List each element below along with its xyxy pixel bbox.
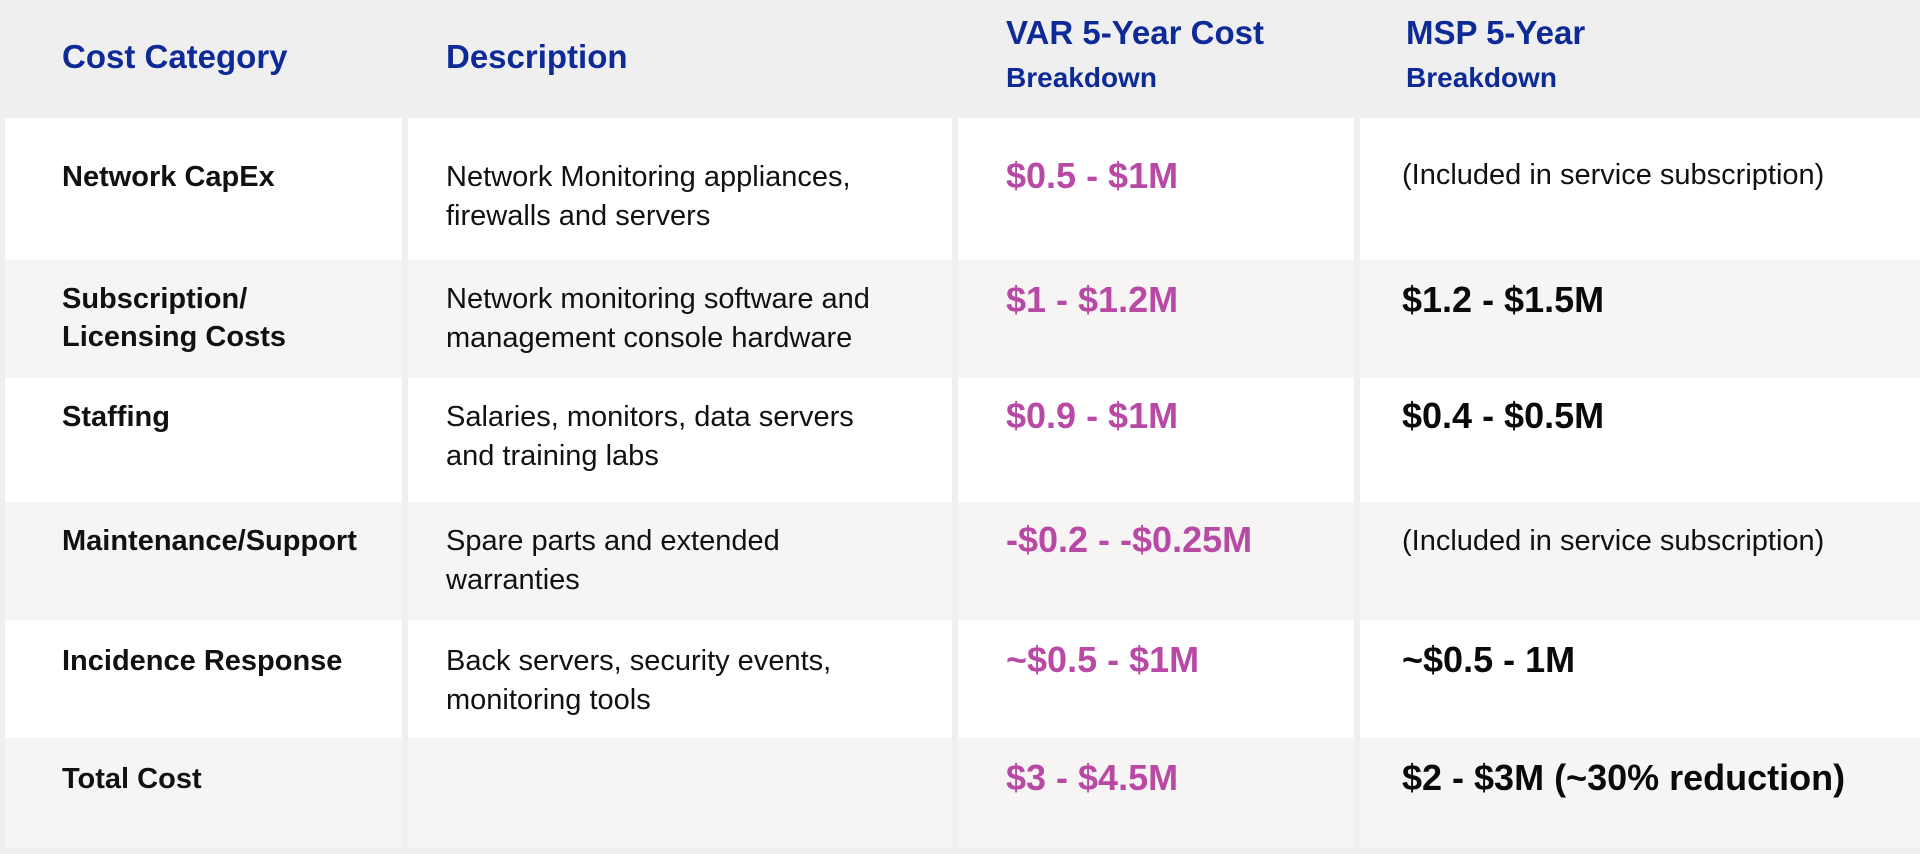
row-3-var-cell: $0.9 - $1M [952, 378, 1354, 502]
row-1-category-cell: Network CapEx [0, 118, 402, 260]
row-2-category-cell: Subscription/ Licensing Costs [0, 260, 402, 378]
row-4-msp-value: (Included in service subscription) [1402, 525, 1825, 557]
header-description-cell: Description [402, 0, 952, 118]
row-4-var-cell: -$0.2 - -$0.25M [952, 502, 1354, 620]
row-3-category-cell: Staffing [0, 378, 402, 502]
header-msp-subtitle: Breakdown [1406, 62, 1557, 93]
row-1-description-cell: Network Monitoring appliances, firewalls… [402, 118, 952, 260]
row-1-category: Network CapEx [62, 161, 275, 193]
row-2-var-cell: $1 - $1.2M [952, 260, 1354, 378]
row-1-var-value: $0.5 - $1M [1006, 155, 1179, 196]
total-category: Total Cost [62, 763, 202, 795]
row-5-msp-cell: ~$0.5 - 1M [1354, 620, 1920, 738]
header-var-cell: VAR 5-Year Cost Breakdown [952, 0, 1354, 118]
header-msp-cell: MSP 5-Year Breakdown [1354, 0, 1920, 118]
row-1-description-line-2: firewalls and servers [446, 200, 711, 232]
row-5-var-value: ~$0.5 - $1M [1006, 639, 1200, 680]
row-5-var-cell: ~$0.5 - $1M [952, 620, 1354, 738]
row-3-msp-value: $0.4 - $0.5M [1402, 395, 1605, 436]
header-var-title: VAR 5-Year Cost [1006, 14, 1264, 51]
row-3-msp-cell: $0.4 - $0.5M [1354, 378, 1920, 502]
row-1-description-line-1: Network Monitoring appliances, [446, 161, 851, 193]
row-2-category-line-1: Subscription/ [62, 283, 248, 315]
row-2-msp-value: $1.2 - $1.5M [1402, 279, 1605, 320]
header-category: Cost Category [62, 38, 288, 75]
row-2-category-line-2: Licensing Costs [62, 321, 286, 353]
row-3-var-value: $0.9 - $1M [1006, 395, 1179, 436]
header-category-cell: Cost Category [0, 0, 402, 118]
table-left-border [0, 0, 5, 854]
header-description: Description [446, 38, 628, 75]
row-4-description-cell: Spare parts and extended warranties [402, 502, 952, 620]
row-2-description-line-1: Network monitoring software and [446, 283, 870, 315]
row-3-description-cell: Salaries, monitors, data servers and tra… [402, 378, 952, 502]
row-1-msp-cell: (Included in service subscription) [1354, 118, 1920, 260]
table-bottom-border [0, 848, 1920, 854]
row-5-category-cell: Incidence Response [0, 620, 402, 738]
total-var-value: $3 - $4.5M [1006, 757, 1179, 798]
row-2-description-line-2: management console hardware [446, 322, 853, 354]
total-msp-cell: $2 - $3M (~30% reduction) [1354, 738, 1920, 854]
row-5-description-cell: Back servers, security events, monitorin… [402, 620, 952, 738]
row-4-var-value: -$0.2 - -$0.25M [1006, 519, 1253, 560]
total-msp-value: $2 - $3M (~30% reduction) [1402, 757, 1846, 798]
row-4-description-line-1: Spare parts and extended [446, 525, 780, 557]
row-4-category: Maintenance/Support [62, 525, 357, 557]
row-3-category: Staffing [62, 401, 170, 433]
header-msp-title: MSP 5-Year [1406, 14, 1586, 51]
total-description-cell [402, 738, 952, 854]
row-4-description-line-2: warranties [446, 564, 580, 596]
row-5-description-line-2: monitoring tools [446, 684, 651, 716]
row-4-category-cell: Maintenance/Support [0, 502, 402, 620]
row-3-description-line-1: Salaries, monitors, data servers [446, 401, 854, 433]
row-2-msp-cell: $1.2 - $1.5M [1354, 260, 1920, 378]
row-5-msp-value: ~$0.5 - 1M [1402, 639, 1576, 680]
row-2-var-value: $1 - $1.2M [1006, 279, 1179, 320]
row-3-description-line-2: and training labs [446, 440, 659, 472]
total-category-cell: Total Cost [0, 738, 402, 854]
header-var-subtitle: Breakdown [1006, 62, 1157, 93]
row-5-description-line-1: Back servers, security events, [446, 645, 832, 677]
total-var-cell: $3 - $4.5M [952, 738, 1354, 854]
row-4-msp-cell: (Included in service subscription) [1354, 502, 1920, 620]
row-2-description-cell: Network monitoring software and manageme… [402, 260, 952, 378]
row-1-msp-value: (Included in service subscription) [1402, 159, 1825, 191]
row-1-var-cell: $0.5 - $1M [952, 118, 1354, 260]
row-5-category: Incidence Response [62, 645, 343, 677]
